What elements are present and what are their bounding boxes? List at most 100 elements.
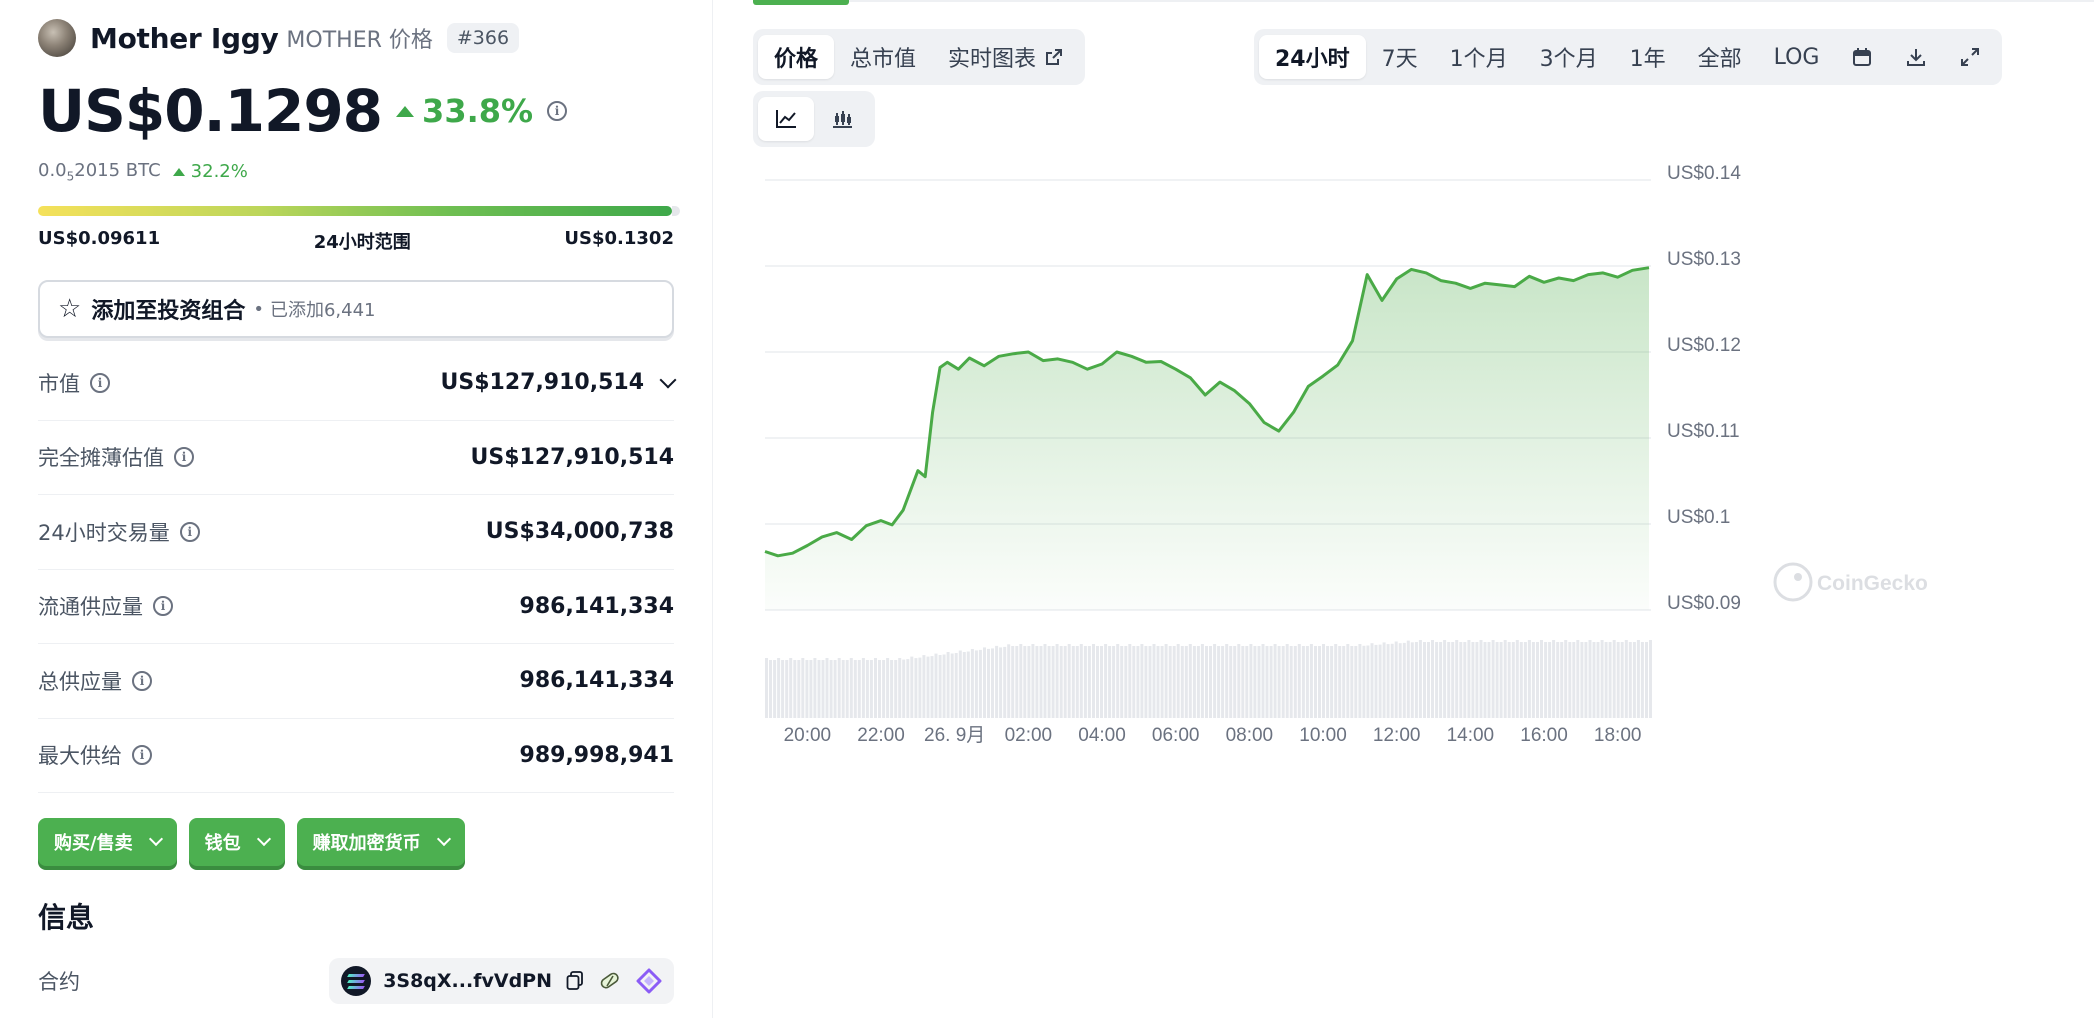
expand-icon[interactable]	[1943, 35, 1997, 79]
price-chart[interactable]: US$0.09 US$0.1 US$0.11 US$0.12 US$0.13 US$0.1…	[713, 140, 2094, 1018]
calendar-icon[interactable]	[1835, 35, 1889, 79]
info-icon[interactable]: i	[547, 101, 568, 121]
earn-crypto-button[interactable]: 赚取加密货币	[296, 818, 465, 866]
volume-bar	[1531, 642, 1535, 718]
volume-bar	[978, 649, 982, 718]
volume-bar	[966, 651, 970, 718]
candlestick-icon[interactable]	[814, 97, 870, 141]
volume-bar	[1620, 642, 1624, 718]
volume-bar	[1330, 646, 1334, 718]
info-icon[interactable]: i	[174, 447, 194, 468]
volume-bar	[1075, 646, 1079, 718]
volume-bar	[1580, 642, 1584, 718]
download-icon[interactable]	[1889, 35, 1943, 79]
volume-bar	[1079, 644, 1083, 718]
volume-bar	[1588, 640, 1592, 718]
volume-bar	[1221, 646, 1225, 718]
volume-bar	[1120, 646, 1124, 718]
volume-bar	[1205, 646, 1208, 718]
info-icon[interactable]: i	[153, 596, 173, 617]
volume-bar	[1305, 646, 1309, 718]
contract-address-pill[interactable]: 3S8qX...fvVdPN	[329, 958, 674, 1004]
volume-bar	[1213, 644, 1217, 718]
volume-bar	[1128, 644, 1132, 718]
volume-bar	[793, 660, 797, 718]
volume-bar	[1576, 640, 1580, 718]
volume-bar	[874, 658, 877, 718]
volume-bar	[1394, 641, 1398, 718]
info-icon[interactable]: i	[90, 372, 110, 393]
volume-bar	[1277, 646, 1281, 718]
volume-bar	[1209, 646, 1212, 718]
tab-3m[interactable]: 3个月	[1539, 47, 1598, 72]
volume-bar	[797, 660, 801, 718]
x-tick-label: 04:00	[1078, 725, 1126, 746]
volume-bar	[1427, 642, 1430, 718]
info-section-title: 信息	[38, 901, 95, 934]
volume-bar	[886, 658, 890, 718]
volume-bar	[999, 647, 1003, 718]
volume-bar	[1596, 642, 1600, 718]
btc-price-row: 0.052015 BTC 32.2%	[38, 160, 248, 184]
info-icon[interactable]: i	[179, 521, 200, 542]
volume-bar	[1636, 640, 1640, 718]
volume-bar	[1217, 646, 1221, 718]
volume-bar	[1431, 640, 1434, 718]
volume-bar	[1600, 640, 1604, 718]
y-axis-ticks: US$0.09 US$0.1 US$0.11 US$0.12 US$0.13 US$0.1…	[1667, 163, 1741, 614]
volume-bar	[1519, 642, 1523, 718]
volume-bar	[1584, 642, 1588, 718]
volume-bar	[1350, 646, 1354, 718]
volume-bar	[1071, 646, 1075, 718]
stat-market-cap[interactable]: 市值 i US$127,910,514	[38, 346, 677, 421]
buy-sell-button[interactable]: 购买/售卖	[38, 818, 177, 866]
phantom-wallet-icon[interactable]	[636, 968, 662, 994]
tab-market-cap[interactable]: 总市值	[850, 47, 917, 72]
volume-bar	[1104, 644, 1108, 718]
volume-bar	[938, 655, 942, 718]
tab-1y[interactable]: 1年	[1629, 47, 1666, 72]
volume-bar	[950, 653, 954, 718]
volume-bar	[809, 660, 813, 718]
tab-1m[interactable]: 1个月	[1449, 47, 1508, 72]
volume-bar	[962, 652, 966, 718]
volume-bar	[1414, 642, 1418, 718]
tab-7d[interactable]: 7天	[1381, 47, 1418, 72]
line-chart-icon[interactable]	[758, 97, 814, 141]
volume-bar	[1257, 646, 1261, 718]
tab-all[interactable]: 全部	[1697, 47, 1742, 72]
volume-bar	[1378, 644, 1382, 718]
volume-bar	[1612, 640, 1616, 718]
tab-live-chart[interactable]: 实时图表	[932, 35, 1080, 79]
volume-bar	[1092, 644, 1095, 718]
volume-bar	[970, 649, 974, 718]
copy-icon[interactable]	[566, 971, 584, 991]
volume-bar	[1015, 646, 1019, 718]
tab-log[interactable]: LOG	[1773, 44, 1820, 70]
volume-bar	[1338, 646, 1342, 718]
volume-bar	[1608, 642, 1612, 718]
caret-up-icon	[396, 105, 415, 117]
volume-bar	[1471, 642, 1475, 718]
range-low: US$0.09611	[38, 228, 161, 249]
metamask-icon[interactable]	[598, 970, 622, 992]
volume-bar	[1265, 646, 1269, 718]
volume-bar	[1402, 642, 1406, 718]
info-icon[interactable]: i	[132, 670, 152, 691]
volume-bar	[841, 660, 845, 718]
chevron-down-icon[interactable]	[659, 371, 677, 389]
volume-bars	[765, 640, 1652, 718]
volume-bar	[1063, 646, 1067, 718]
volume-bar	[1140, 644, 1144, 718]
wallet-button[interactable]: 钱包	[188, 818, 285, 866]
volume-bar	[1418, 640, 1422, 718]
volume-bar	[1499, 642, 1503, 718]
add-to-portfolio-button[interactable]: ☆ 添加至投资组合 • 已添加6,441	[38, 280, 674, 338]
tab-price[interactable]: 价格	[758, 35, 835, 79]
volume-bar	[934, 653, 938, 718]
info-icon[interactable]: i	[132, 745, 152, 766]
price-range-labels: US$0.09611 24小时范围 US$0.1302	[38, 228, 674, 254]
tab-24h[interactable]: 24小时	[1259, 35, 1366, 79]
volume-bar	[829, 660, 833, 718]
volume-bar	[1043, 644, 1047, 718]
